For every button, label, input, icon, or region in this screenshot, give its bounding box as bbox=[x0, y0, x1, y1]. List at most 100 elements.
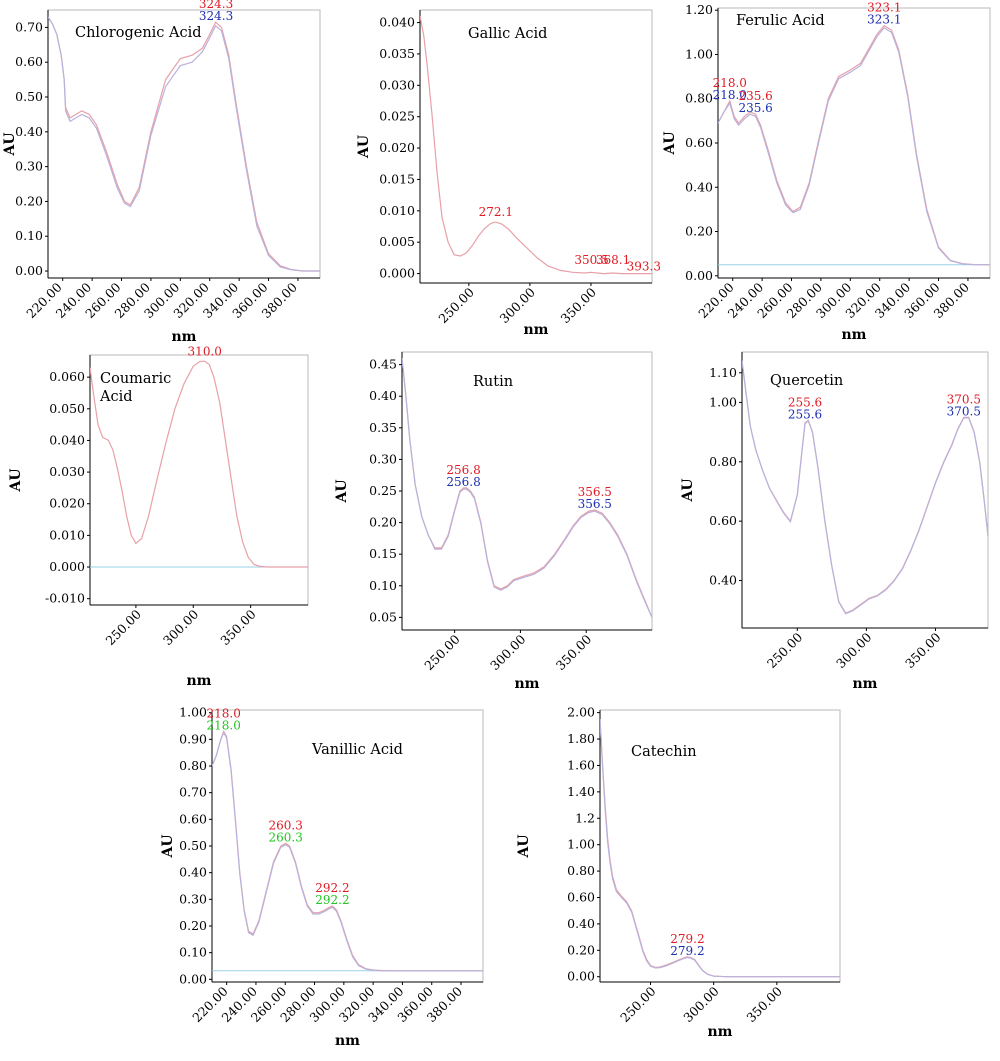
x-axis-label: nm bbox=[515, 676, 540, 692]
y-tick-label: 0.010 bbox=[379, 203, 415, 218]
spectrum-series-line bbox=[402, 358, 652, 618]
x-tick-label: 300.00 bbox=[833, 629, 875, 671]
y-tick-label: 0.35 bbox=[369, 420, 397, 435]
peak-label: 255.6 bbox=[788, 395, 822, 409]
peak-label-second: 255.6 bbox=[788, 407, 822, 421]
y-tick-label: 0.060 bbox=[49, 369, 85, 384]
y-tick-label: 1.00 bbox=[567, 837, 595, 852]
y-tick-label: 0.00 bbox=[685, 268, 713, 283]
y-tick-label: 0.030 bbox=[49, 464, 85, 479]
chart-title: Quercetin bbox=[770, 373, 843, 389]
chart-title: Ferulic Acid bbox=[736, 13, 825, 29]
x-tick-label: 300.00 bbox=[496, 284, 538, 326]
x-tick-label: 300.00 bbox=[680, 983, 722, 1025]
y-tick-label: 0.025 bbox=[379, 109, 415, 124]
y-axis-label: AU bbox=[334, 479, 350, 503]
spectrum-series-line bbox=[90, 360, 308, 568]
y-tick-label: 0.10 bbox=[369, 578, 397, 593]
y-tick-label: 1.00 bbox=[709, 394, 737, 409]
spectrum-series-line bbox=[402, 358, 652, 618]
peak-label-second: 356.5 bbox=[578, 497, 612, 511]
peak-label: 393.3 bbox=[627, 260, 661, 274]
y-tick-label: 0.20 bbox=[567, 942, 595, 957]
peak-label-second: 218.0 bbox=[207, 718, 241, 732]
plot-frame bbox=[717, 7, 991, 279]
y-tick-label: 0.40 bbox=[15, 124, 43, 139]
y-tick-label: 0.40 bbox=[709, 573, 737, 588]
y-tick-label: 0.30 bbox=[15, 159, 43, 174]
peak-label-second: 260.3 bbox=[269, 830, 303, 844]
y-tick-label: 0.60 bbox=[709, 513, 737, 528]
x-tick-label: 250.00 bbox=[102, 606, 144, 648]
y-tick-label: 0.40 bbox=[567, 916, 595, 931]
y-tick-label: 1.60 bbox=[567, 757, 595, 772]
y-tick-label: 0.040 bbox=[49, 432, 85, 447]
y-tick-label: 0.10 bbox=[179, 945, 207, 960]
y-axis-label: AU bbox=[662, 131, 678, 155]
y-tick-label: 0.10 bbox=[15, 228, 43, 243]
y-tick-label: 1.40 bbox=[567, 784, 595, 799]
x-axis-label: nm bbox=[842, 327, 867, 343]
y-tick-label: 0.15 bbox=[369, 546, 397, 561]
x-axis-label: nm bbox=[853, 676, 878, 692]
peak-label: 218.0 bbox=[713, 76, 747, 90]
y-axis-label: AU bbox=[356, 135, 372, 159]
x-axis-label: nm bbox=[335, 1033, 360, 1049]
y-tick-label: 0.60 bbox=[685, 135, 713, 150]
peak-label: 218.0 bbox=[207, 706, 241, 720]
y-tick-label: 0.015 bbox=[379, 171, 415, 186]
peak-label: 323.1 bbox=[867, 1, 901, 15]
spectrum-panel: -0.010 0.000 0.010 0.020 0.030 0.040 0.050 0.06… bbox=[8, 344, 309, 689]
y-axis-label: AU bbox=[2, 132, 18, 156]
y-axis-label: AU bbox=[516, 834, 532, 858]
y-tick-label: 1.2 bbox=[575, 810, 595, 825]
x-axis-label: nm bbox=[172, 329, 197, 345]
y-tick-label: 0.70 bbox=[179, 785, 207, 800]
plot-frame bbox=[401, 351, 653, 631]
spectrum-series-line bbox=[742, 360, 988, 615]
peak-label-second: 279.2 bbox=[670, 944, 704, 958]
chart-title: Rutin bbox=[473, 374, 513, 390]
y-tick-label: 0.30 bbox=[369, 451, 397, 466]
spectrum-series-line bbox=[420, 16, 652, 275]
chart-title: Coumaric bbox=[100, 371, 171, 387]
y-tick-label: -0.010 bbox=[45, 591, 85, 606]
y-tick-label: 0.60 bbox=[567, 889, 595, 904]
x-tick-label: 350.00 bbox=[902, 629, 944, 671]
spectrum-panel: 0.40 0.60 0.80 1.00 1.10 250.00 300.00 350.00 AU… bbox=[680, 351, 989, 692]
x-tick-label: 300.00 bbox=[487, 631, 529, 673]
x-tick-label: 350.00 bbox=[553, 631, 595, 673]
peak-label: 324.3 bbox=[199, 0, 233, 11]
spectrum-panel: 0.000.100.200.300.400.500.600.70220.0024… bbox=[2, 0, 321, 345]
y-tick-label: 0.45 bbox=[369, 357, 397, 372]
y-tick-label: 0.50 bbox=[179, 838, 207, 853]
peak-label: 272.1 bbox=[479, 205, 513, 219]
y-tick-label: 0.80 bbox=[709, 454, 737, 469]
y-tick-label: 0.30 bbox=[179, 891, 207, 906]
y-tick-label: 0.00 bbox=[15, 263, 43, 278]
y-tick-label: 0.005 bbox=[379, 234, 415, 249]
peak-label: 260.3 bbox=[269, 818, 303, 832]
y-tick-label: 0.030 bbox=[379, 77, 415, 92]
peak-label-second: 323.1 bbox=[867, 13, 901, 27]
y-tick-label: 0.40 bbox=[179, 865, 207, 880]
peak-label: 256.8 bbox=[446, 463, 480, 477]
spectrum-panel: 0.000.200.400.600.801.001.20220.00240.00… bbox=[662, 1, 991, 343]
y-tick-label: 0.000 bbox=[49, 559, 85, 574]
y-tick-label: 0.25 bbox=[369, 483, 397, 498]
y-tick-label: 0.20 bbox=[685, 224, 713, 239]
x-tick-label: 250.00 bbox=[617, 983, 659, 1025]
y-tick-label: 0.020 bbox=[379, 140, 415, 155]
spectrum-panel: 0.00 0.20 0.40 0.60 0.80 1.00 1.2 1.40 1.60 1.80 2… bbox=[516, 705, 841, 1040]
y-tick-label: 1.00 bbox=[685, 46, 713, 61]
y-tick-label: 0.20 bbox=[179, 918, 207, 933]
y-axis-label: AU bbox=[680, 478, 696, 502]
y-tick-label: 1.10 bbox=[709, 365, 737, 380]
y-tick-label: 0.05 bbox=[369, 609, 397, 624]
x-axis-label: nm bbox=[187, 673, 212, 689]
y-tick-label: 0.70 bbox=[15, 19, 43, 34]
peak-label-second: 292.2 bbox=[315, 893, 349, 907]
y-tick-label: 0.00 bbox=[567, 969, 595, 984]
spectrum-series-line bbox=[48, 16, 320, 272]
